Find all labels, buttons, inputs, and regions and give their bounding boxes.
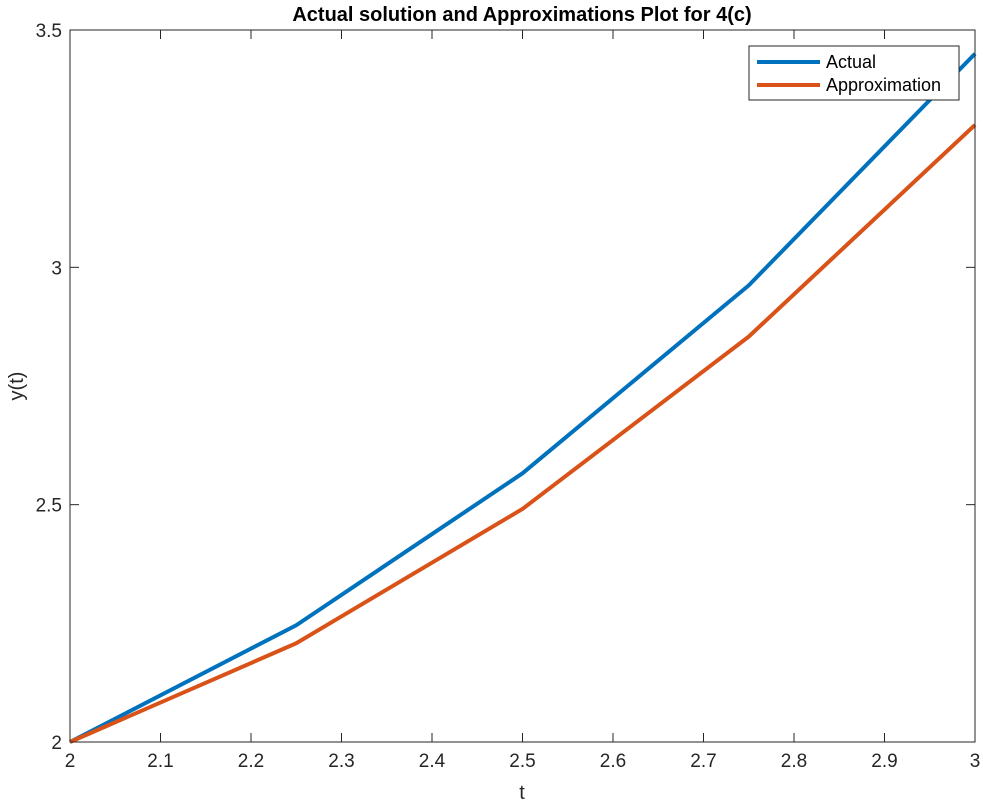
y-axis-label: y(t)	[6, 372, 28, 401]
x-tick-label: 3	[970, 751, 981, 772]
x-axis-label: t	[519, 782, 525, 804]
series-line-approximation	[69, 123, 977, 744]
y-tick-label: 3.5	[36, 21, 62, 42]
x-tick-label: 2.9	[871, 751, 897, 772]
legend: Actual Approximation	[748, 45, 960, 101]
x-tick-label: 2	[65, 751, 76, 772]
legend-box	[748, 45, 960, 101]
y-tick-label: 2	[51, 733, 62, 754]
legend-label-actual: Actual	[826, 52, 876, 72]
x-tick-label: 2.1	[147, 751, 173, 772]
ticks-layer: 2 2.1 2.2 2.3 2.4 2.5 2.6 2.7 2.8 2.9 3 2 2.5 3 3.5	[36, 21, 981, 772]
x-tick-label: 2.6	[600, 751, 626, 772]
x-tick-label: 2.3	[328, 751, 354, 772]
x-tick-label: 2.5	[509, 751, 535, 772]
series-line-actual	[69, 52, 977, 744]
x-tick-label: 2.2	[238, 751, 264, 772]
x-tick-label: 2.7	[690, 751, 716, 772]
y-tick-label: 3	[51, 258, 62, 279]
series-layer	[69, 52, 977, 744]
y-tick-label: 2.5	[36, 496, 62, 517]
plot-area	[70, 30, 975, 742]
legend-label-approximation: Approximation	[826, 75, 941, 95]
chart-title: Actual solution and Approximations Plot …	[292, 4, 751, 26]
x-tick-label: 2.8	[781, 751, 807, 772]
x-tick-label: 2.4	[419, 751, 446, 772]
